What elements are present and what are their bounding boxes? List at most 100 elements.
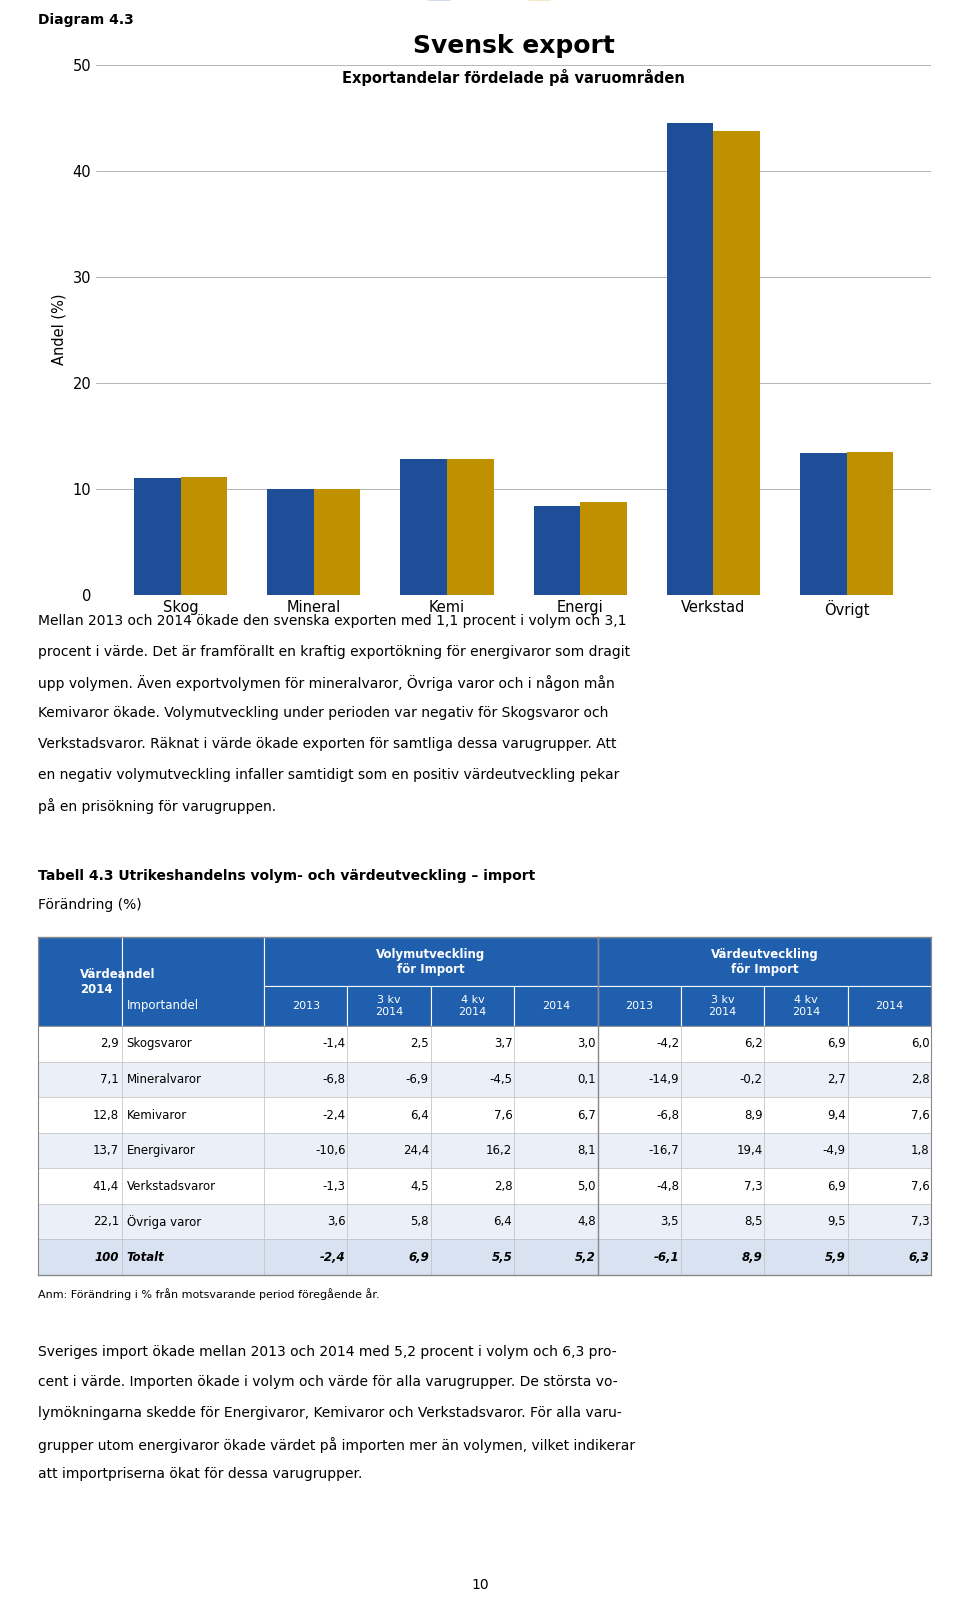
Text: -0,2: -0,2 xyxy=(739,1073,762,1086)
Text: 2,9: 2,9 xyxy=(100,1037,119,1050)
Text: -1,3: -1,3 xyxy=(323,1180,346,1193)
Text: Energivaror: Energivaror xyxy=(127,1144,196,1157)
Text: 6,4: 6,4 xyxy=(493,1215,513,1228)
Text: -4,8: -4,8 xyxy=(656,1180,679,1193)
Text: 5,0: 5,0 xyxy=(577,1180,596,1193)
Text: lymökningarna skedde för Energivaror, Kemivaror och Verkstadsvaror. För alla var: lymökningarna skedde för Energivaror, Ke… xyxy=(38,1406,622,1420)
Bar xyxy=(314,488,360,595)
Text: -6,9: -6,9 xyxy=(406,1073,429,1086)
Text: 7,3: 7,3 xyxy=(911,1215,929,1228)
Text: -1,4: -1,4 xyxy=(323,1037,346,1050)
Text: 7,6: 7,6 xyxy=(910,1180,929,1193)
Text: 10: 10 xyxy=(471,1577,489,1592)
Text: 5,2: 5,2 xyxy=(575,1251,596,1264)
Bar xyxy=(800,452,847,595)
Text: 3,5: 3,5 xyxy=(660,1215,679,1228)
Text: upp volymen. Även exportvolymen för mineralvaror, Övriga varor och i någon mån: upp volymen. Även exportvolymen för mine… xyxy=(38,675,615,692)
Text: 4 kv
2014: 4 kv 2014 xyxy=(792,995,820,1016)
Text: Anm: Förändring i % från motsvarande period föregående år.: Anm: Förändring i % från motsvarande per… xyxy=(38,1288,380,1299)
Text: -2,4: -2,4 xyxy=(320,1251,346,1264)
Text: 13,7: 13,7 xyxy=(93,1144,119,1157)
Text: Totalt: Totalt xyxy=(127,1251,164,1264)
Text: Tabell 4.3 Utrikeshandelns volym- och värdeutveckling – import: Tabell 4.3 Utrikeshandelns volym- och vä… xyxy=(38,869,536,884)
Text: 16,2: 16,2 xyxy=(486,1144,513,1157)
Text: Svensk export: Svensk export xyxy=(413,34,614,58)
Legend: 2013, 2014: 2013, 2014 xyxy=(422,0,605,6)
Text: 6,0: 6,0 xyxy=(911,1037,929,1050)
Text: 9,5: 9,5 xyxy=(828,1215,846,1228)
Text: 3,7: 3,7 xyxy=(493,1037,513,1050)
Text: 7,1: 7,1 xyxy=(100,1073,119,1086)
Text: -4,9: -4,9 xyxy=(823,1144,846,1157)
Text: 1,8: 1,8 xyxy=(911,1144,929,1157)
Text: -4,2: -4,2 xyxy=(656,1037,679,1050)
Text: 8,9: 8,9 xyxy=(742,1251,762,1264)
Text: 12,8: 12,8 xyxy=(93,1109,119,1122)
Text: 6,9: 6,9 xyxy=(828,1180,846,1193)
Text: 100: 100 xyxy=(94,1251,119,1264)
Text: -16,7: -16,7 xyxy=(648,1144,679,1157)
Text: Sveriges import ökade mellan 2013 och 2014 med 5,2 procent i volym och 6,3 pro-: Sveriges import ökade mellan 2013 och 20… xyxy=(38,1345,617,1359)
Text: 6,7: 6,7 xyxy=(577,1109,596,1122)
Text: -6,1: -6,1 xyxy=(654,1251,679,1264)
Text: 2014: 2014 xyxy=(876,1000,903,1012)
Text: 6,2: 6,2 xyxy=(744,1037,762,1050)
Text: Diagram 4.3: Diagram 4.3 xyxy=(38,13,134,27)
Text: 5,9: 5,9 xyxy=(826,1251,846,1264)
Bar xyxy=(667,123,713,595)
Text: procent i värde. Det är framförallt en kraftig exportökning för energivaror som : procent i värde. Det är framförallt en k… xyxy=(38,645,631,659)
Text: 19,4: 19,4 xyxy=(736,1144,762,1157)
Text: 9,4: 9,4 xyxy=(828,1109,846,1122)
Text: Importandel: Importandel xyxy=(127,999,199,1013)
Bar xyxy=(447,459,493,595)
Text: 7,6: 7,6 xyxy=(910,1109,929,1122)
Text: 6,4: 6,4 xyxy=(410,1109,429,1122)
Text: 8,9: 8,9 xyxy=(744,1109,762,1122)
Text: 3 kv
2014: 3 kv 2014 xyxy=(375,995,403,1016)
Text: att importpriserna ökat för dessa varugrupper.: att importpriserna ökat för dessa varugr… xyxy=(38,1467,363,1482)
Text: 5,5: 5,5 xyxy=(492,1251,513,1264)
Bar xyxy=(847,451,893,595)
Text: 2,5: 2,5 xyxy=(410,1037,429,1050)
Text: -2,4: -2,4 xyxy=(323,1109,346,1122)
Text: 3,0: 3,0 xyxy=(577,1037,596,1050)
Text: 2013: 2013 xyxy=(625,1000,654,1012)
Bar xyxy=(580,503,627,595)
Text: 2014: 2014 xyxy=(541,1000,570,1012)
Text: Skogsvaror: Skogsvaror xyxy=(127,1037,192,1050)
Text: 22,1: 22,1 xyxy=(93,1215,119,1228)
Text: 7,6: 7,6 xyxy=(493,1109,513,1122)
Text: 6,9: 6,9 xyxy=(408,1251,429,1264)
Text: Volymutveckling
för Import: Volymutveckling för Import xyxy=(376,947,486,976)
Text: -4,5: -4,5 xyxy=(490,1073,513,1086)
Text: 0,1: 0,1 xyxy=(577,1073,596,1086)
Text: 2,8: 2,8 xyxy=(911,1073,929,1086)
Text: 4 kv
2014: 4 kv 2014 xyxy=(459,995,487,1016)
Text: 24,4: 24,4 xyxy=(402,1144,429,1157)
Text: -14,9: -14,9 xyxy=(648,1073,679,1086)
Text: 41,4: 41,4 xyxy=(93,1180,119,1193)
Text: 6,3: 6,3 xyxy=(908,1251,929,1264)
Bar xyxy=(400,459,447,595)
Text: 2,7: 2,7 xyxy=(828,1073,846,1086)
Text: 3,6: 3,6 xyxy=(327,1215,346,1228)
Text: 8,1: 8,1 xyxy=(577,1144,596,1157)
Bar xyxy=(713,131,760,595)
Text: -10,6: -10,6 xyxy=(315,1144,346,1157)
Text: -6,8: -6,8 xyxy=(323,1073,346,1086)
Text: 2013: 2013 xyxy=(292,1000,320,1012)
Text: Kemivaror: Kemivaror xyxy=(127,1109,187,1122)
Bar xyxy=(534,506,580,595)
Text: Mellan 2013 och 2014 ökade den svenska exporten med 1,1 procent i volym och 3,1: Mellan 2013 och 2014 ökade den svenska e… xyxy=(38,614,627,629)
Text: Övriga varor: Övriga varor xyxy=(127,1215,201,1228)
Text: 6,9: 6,9 xyxy=(828,1037,846,1050)
Y-axis label: Andel (%): Andel (%) xyxy=(52,294,67,365)
Text: 7,3: 7,3 xyxy=(744,1180,762,1193)
Text: Värdeandel
2014: Värdeandel 2014 xyxy=(80,968,156,995)
Text: 4,8: 4,8 xyxy=(577,1215,596,1228)
Text: cent i värde. Importen ökade i volym och värde för alla varugrupper. De största : cent i värde. Importen ökade i volym och… xyxy=(38,1375,618,1390)
Text: 5,8: 5,8 xyxy=(411,1215,429,1228)
Text: på en prisökning för varugruppen.: på en prisökning för varugruppen. xyxy=(38,798,276,814)
Text: Verkstadsvaror. Räknat i värde ökade exporten för samtliga dessa varugrupper. At: Verkstadsvaror. Räknat i värde ökade exp… xyxy=(38,737,617,751)
Text: 3 kv
2014: 3 kv 2014 xyxy=(708,995,737,1016)
